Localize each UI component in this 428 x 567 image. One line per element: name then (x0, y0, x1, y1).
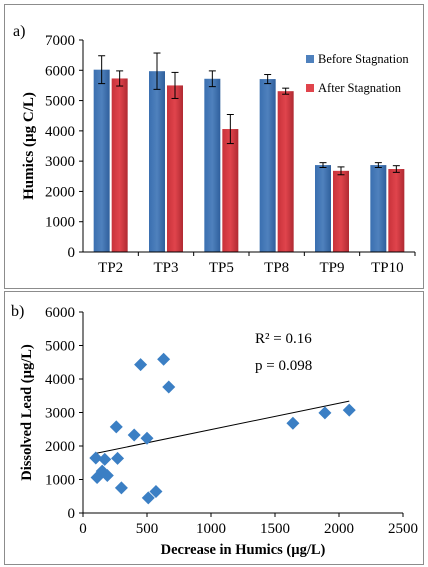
scatter-point (100, 468, 114, 482)
x-tick-label: 1500 (260, 521, 290, 537)
bar-before-tp10 (370, 165, 387, 252)
scatter-point (134, 358, 148, 372)
legend-swatch-before (306, 55, 314, 63)
y-tick-label: 3000 (45, 406, 75, 422)
x-tick-label: TP9 (319, 260, 344, 276)
scatter-point (342, 403, 356, 417)
y-tick-label: 7000 (45, 33, 75, 49)
scatter-point (318, 406, 332, 420)
bar-before-tp8 (259, 79, 276, 252)
scatter-chart: 0 1000 2000 3000 4000 5000 6000 0 500 1000 1500 20… (11, 303, 418, 558)
panel-a: 0 1000 2000 3000 4000 5000 6000 7000 TP2 TP3 TP5 T… (4, 4, 424, 289)
trendline (95, 400, 350, 454)
x-tick-label: 0 (79, 521, 87, 537)
x-tick-label: TP10 (371, 260, 404, 276)
bar-after-tp5 (222, 129, 239, 252)
scatter-point (149, 485, 163, 499)
y-tick-label: 1000 (45, 215, 75, 231)
scatter-point (162, 380, 176, 394)
x-axis-label: Decrease in Humics (µg/L) (161, 542, 326, 558)
y-tick-label: 5000 (45, 94, 75, 110)
bar-before-tp9 (315, 165, 331, 252)
x-tick-label: 1000 (196, 521, 226, 537)
r-squared-annotation: R² = 0.16 (255, 331, 312, 347)
x-tick-label: 2000 (324, 521, 354, 537)
y-tick-label: 4000 (45, 372, 75, 388)
scatter-point (157, 352, 171, 366)
legend-swatch-after (306, 84, 314, 92)
y-tick-label: 5000 (45, 339, 75, 355)
panel-a-label: a) (13, 23, 25, 40)
bar-after-tp8 (277, 91, 294, 252)
x-tick-label: TP2 (98, 260, 123, 276)
panel-b: 0 1000 2000 3000 4000 5000 6000 0 500 1000 1500 20… (4, 291, 424, 565)
x-tick-label: TP3 (153, 260, 178, 276)
y-tick-label: 0 (68, 506, 76, 522)
scatter-point (89, 451, 103, 465)
y-tick-label: 0 (68, 245, 76, 261)
scatter-point (111, 451, 125, 465)
bar-after-tp10 (388, 169, 405, 252)
scatter-point (109, 420, 123, 434)
y-tick-label: 1000 (45, 473, 75, 489)
bar-before-tp3 (149, 71, 165, 253)
y-tick-label: 4000 (45, 124, 75, 140)
bar-after-tp9 (333, 170, 349, 252)
scatter-point (90, 470, 104, 484)
scatter-point (140, 431, 154, 445)
x-tick-label: TP5 (209, 260, 234, 276)
legend-label-after: After Stagnation (318, 81, 402, 95)
panel-b-label: b) (11, 303, 24, 320)
scatter-point (114, 481, 128, 495)
y-axis-label: Humics (µg C/L) (21, 92, 37, 200)
x-tick-label: TP8 (264, 260, 289, 276)
scatter-point (141, 491, 155, 505)
bar-chart: 0 1000 2000 3000 4000 5000 6000 7000 TP2 TP3 TP5 T… (13, 23, 416, 276)
y-tick-label: 3000 (45, 154, 75, 170)
y-axis-label: Dissolved Lead (µg/L) (19, 344, 35, 481)
y-tick-label: 6000 (45, 63, 75, 79)
scatter-point (98, 452, 112, 466)
y-tick-label: 6000 (45, 305, 75, 321)
scatter-point (286, 416, 300, 430)
bar-after-tp2 (111, 78, 128, 252)
y-tick-label: 2000 (45, 184, 75, 200)
legend-label-before: Before Stagnation (318, 52, 409, 66)
bar-before-tp2 (93, 69, 110, 253)
y-tick-label: 2000 (45, 439, 75, 455)
scatter-point (127, 428, 141, 442)
bar-before-tp5 (204, 78, 221, 252)
bar-after-tp3 (167, 85, 183, 252)
legend: Before Stagnation After Stagnation (306, 52, 409, 95)
x-tick-label: 2500 (388, 521, 418, 537)
p-value-annotation: p = 0.098 (255, 358, 312, 374)
x-tick-label: 500 (136, 521, 159, 537)
